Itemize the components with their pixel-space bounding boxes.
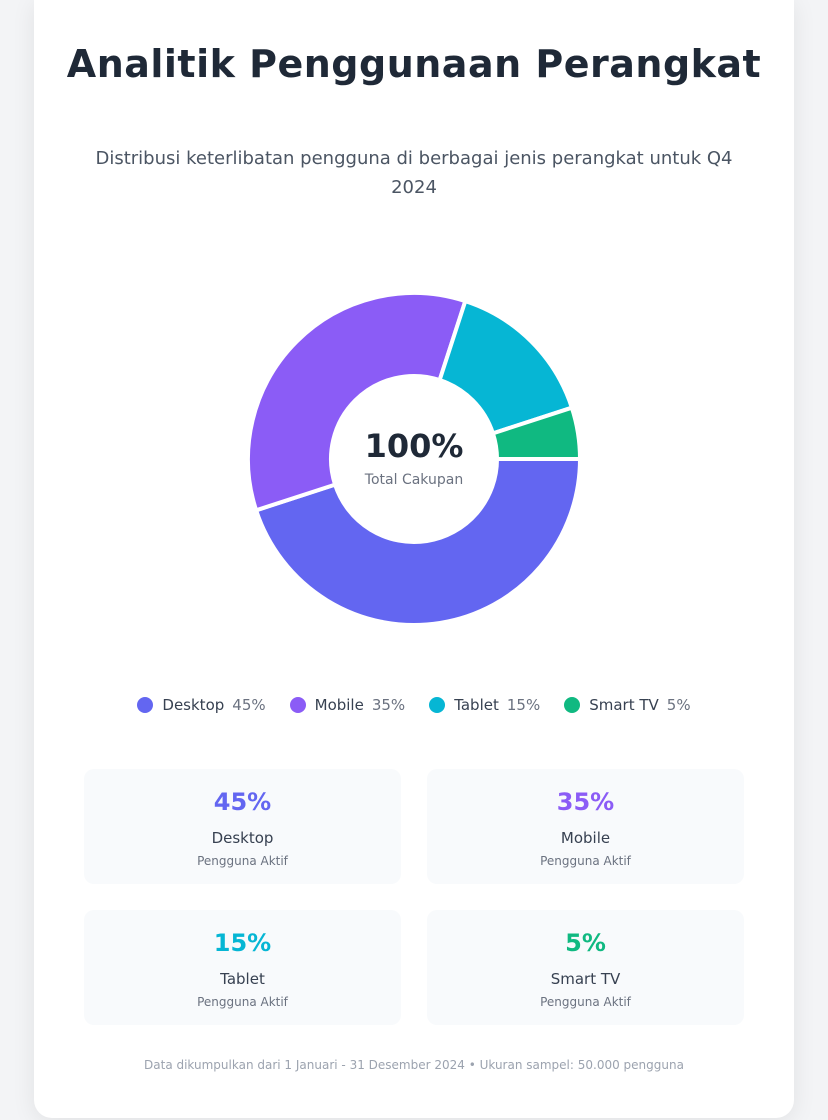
- page-subtitle: Distribusi keterlibatan pengguna di berb…: [95, 148, 733, 198]
- stat-sublabel: Pengguna Aktif: [197, 995, 288, 1009]
- legend-label: Desktop: [162, 696, 225, 714]
- page-title: Analitik Penggunaan Perangkat: [66, 42, 762, 86]
- legend-swatch: [564, 697, 581, 713]
- stat-sublabel: Pengguna Aktif: [540, 854, 631, 868]
- stat-value: 5%: [565, 929, 606, 957]
- legend-item-desktop[interactable]: Desktop 45%: [137, 696, 266, 714]
- center-total-value: 100%: [365, 427, 464, 465]
- donut-chart: 100% Total Cakupan: [34, 270, 794, 650]
- legend-swatch: [429, 697, 446, 713]
- legend-item-tablet[interactable]: Tablet 15%: [429, 696, 540, 714]
- stat-value: 35%: [556, 788, 615, 816]
- stat-card-desktop: 45% Desktop Pengguna Aktif: [84, 769, 401, 884]
- stat-card-mobile: 35% Mobile Pengguna Aktif: [427, 769, 744, 884]
- footer-note: Data dikumpulkan dari 1 Januari - 31 Des…: [144, 1058, 684, 1072]
- stat-label: Mobile: [560, 829, 611, 847]
- legend-item-mobile[interactable]: Mobile 35%: [289, 696, 406, 714]
- legend-swatch: [137, 697, 154, 713]
- donut-slice-mobile[interactable]: [246, 291, 468, 513]
- legend-swatch: [289, 697, 306, 713]
- analytics-card: Analitik Penggunaan Perangkat Distribusi…: [34, 0, 794, 1118]
- stat-card-smart-tv: 5% Smart TV Pengguna Aktif: [427, 910, 744, 1025]
- stats-grid: 45% Desktop Pengguna Aktif 35% Mobile Penggun…: [84, 769, 744, 1025]
- donut-slice-desktop[interactable]: [254, 457, 582, 627]
- legend-value: 15%: [506, 696, 541, 714]
- donut-chart-svg: 100% Total Cakupan: [246, 291, 582, 627]
- stat-sublabel: Pengguna Aktif: [540, 995, 631, 1009]
- legend-value: 45%: [232, 696, 266, 714]
- legend-value: 35%: [371, 696, 406, 714]
- donut-slice-smart-tv[interactable]: [490, 405, 582, 461]
- stat-label: Tablet: [220, 970, 265, 988]
- legend-label: Smart TV: [589, 696, 659, 714]
- stat-sublabel: Pengguna Aktif: [197, 854, 288, 868]
- legend-label: Mobile: [314, 696, 364, 714]
- chart-legend: Desktop 45% Mobile 35% Tablet 15% Smart TV 5%: [34, 696, 794, 714]
- stat-label: Desktop: [211, 829, 274, 847]
- legend-label: Tablet: [454, 696, 499, 714]
- stat-value: 45%: [213, 788, 272, 816]
- center-total-label: Total Cakupan: [364, 472, 463, 488]
- stat-card-tablet: 15% Tablet Pengguna Aktif: [84, 910, 401, 1025]
- stat-value: 15%: [213, 929, 272, 957]
- legend-item-smart-tv[interactable]: Smart TV 5%: [564, 696, 691, 714]
- legend-value: 5%: [666, 696, 691, 714]
- stat-label: Smart TV: [550, 970, 621, 988]
